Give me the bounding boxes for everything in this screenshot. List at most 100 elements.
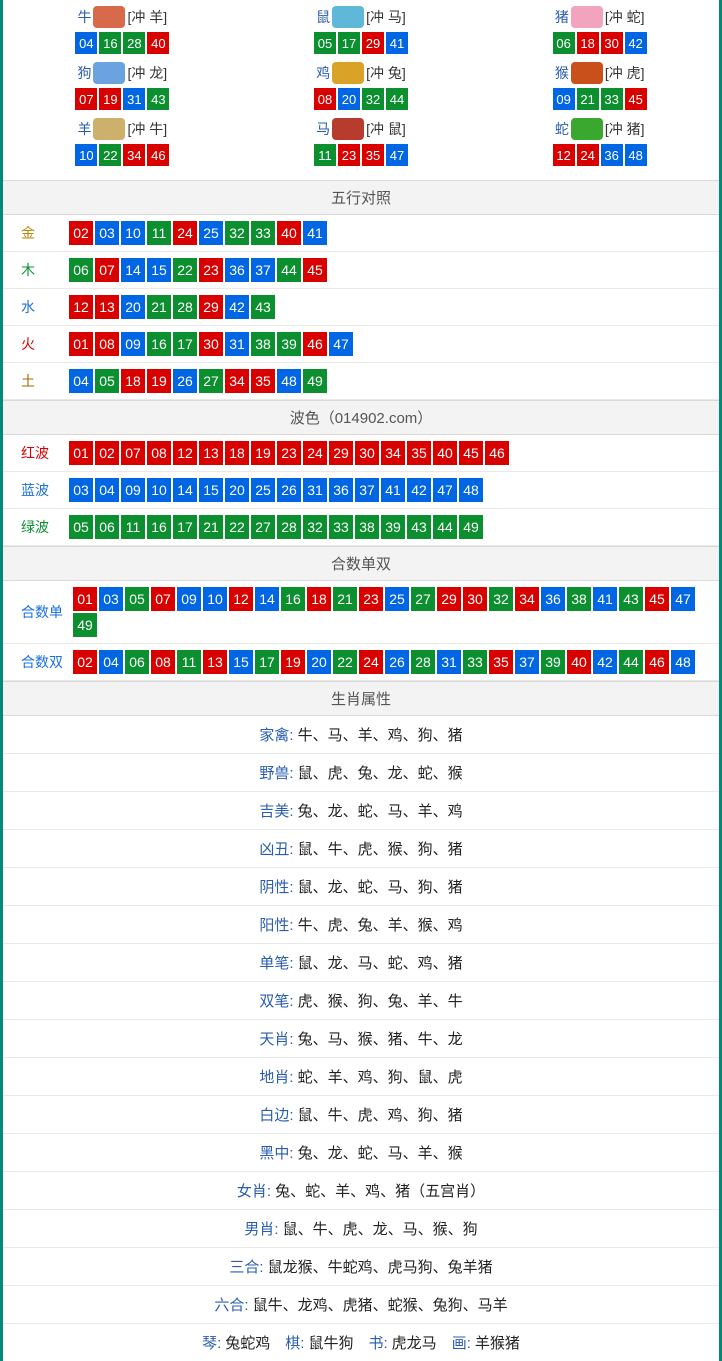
zodiac-cell: 猴[冲 虎]09213345: [480, 62, 719, 110]
number-ball: 36: [601, 144, 623, 166]
number-ball: 12: [229, 587, 253, 611]
attr-value: 兔、蛇、羊、鸡、猪（五宫肖）: [275, 1180, 485, 1201]
number-ball: 48: [671, 650, 695, 674]
number-ball: 16: [99, 32, 121, 54]
zodiac-cell: 鸡[冲 兔]08203244: [242, 62, 481, 110]
number-ball: 12: [553, 144, 575, 166]
number-ball: 19: [251, 441, 275, 465]
number-ball: 44: [386, 88, 408, 110]
kv-row: 红波0102070812131819232429303435404546: [3, 435, 719, 472]
attr-value: 鼠龙猴、牛蛇鸡、虎马狗、兔羊猪: [268, 1256, 493, 1277]
number-ball: 08: [314, 88, 336, 110]
zodiac-icon: [332, 6, 364, 28]
number-ball: 07: [121, 441, 145, 465]
number-ball: 02: [73, 650, 97, 674]
number-ball: 23: [199, 258, 223, 282]
number-ball: 25: [199, 221, 223, 245]
attr-row: 白边:鼠、牛、虎、鸡、狗、猪: [3, 1096, 719, 1134]
section-title-attr: 生肖属性: [3, 681, 719, 716]
kv-label: 合数单: [3, 602, 63, 622]
number-ball: 46: [485, 441, 509, 465]
kv-nums: 0102070812131819232429303435404546: [59, 441, 509, 465]
number-ball: 28: [123, 32, 145, 54]
kv-row: 绿波05061116172122272832333839434449: [3, 509, 719, 546]
zodiac-clash: [冲 兔]: [366, 63, 406, 83]
attr-value: 虎、猴、狗、兔、羊、牛: [298, 990, 463, 1011]
number-ball: 39: [541, 650, 565, 674]
zodiac-nums: 05172941: [314, 32, 408, 54]
attr-row: 家禽:牛、马、羊、鸡、狗、猪: [3, 716, 719, 754]
number-ball: 32: [489, 587, 513, 611]
kv-label: 金: [3, 223, 59, 243]
number-ball: 40: [277, 221, 301, 245]
number-ball: 17: [173, 332, 197, 356]
attr-row: 男肖:鼠、牛、虎、龙、马、猴、狗: [3, 1210, 719, 1248]
zodiac-icon: [332, 118, 364, 140]
attr-label: 三合:: [229, 1256, 263, 1277]
number-ball: 27: [199, 369, 223, 393]
number-ball: 20: [121, 295, 145, 319]
attr-label: 男肖:: [244, 1218, 278, 1239]
attr-row: 天肖:兔、马、猴、猪、牛、龙: [3, 1020, 719, 1058]
number-ball: 02: [69, 221, 93, 245]
attr-row: 野兽:鼠、虎、兔、龙、蛇、猴: [3, 754, 719, 792]
number-ball: 36: [541, 587, 565, 611]
number-ball: 02: [95, 441, 119, 465]
attr-label: 女肖:: [237, 1180, 271, 1201]
attr-value: 鼠、牛、虎、鸡、狗、猪: [298, 1104, 463, 1125]
attr-row: 地肖:蛇、羊、鸡、狗、鼠、虎: [3, 1058, 719, 1096]
zodiac-icon: [93, 62, 125, 84]
number-ball: 46: [645, 650, 669, 674]
number-ball: 13: [203, 650, 227, 674]
attr-value: 鼠、牛、虎、龙、马、猴、狗: [283, 1218, 478, 1239]
number-ball: 32: [225, 221, 249, 245]
number-ball: 09: [553, 88, 575, 110]
kv-nums: 1213202128294243: [59, 295, 275, 319]
number-ball: 43: [619, 587, 643, 611]
number-ball: 11: [147, 221, 171, 245]
number-ball: 30: [601, 32, 623, 54]
attr-value: 牛、马、羊、鸡、狗、猪: [298, 724, 463, 745]
zodiac-icon: [571, 62, 603, 84]
attr-row: 吉美:兔、龙、蛇、马、羊、鸡: [3, 792, 719, 830]
zodiac-name: 羊: [77, 119, 91, 139]
number-ball: 20: [338, 88, 360, 110]
attr-label: 凶丑:: [259, 838, 293, 859]
number-ball: 22: [225, 515, 249, 539]
number-ball: 11: [177, 650, 201, 674]
number-ball: 29: [329, 441, 353, 465]
number-ball: 17: [173, 515, 197, 539]
number-ball: 47: [433, 478, 457, 502]
attr-row: 女肖:兔、蛇、羊、鸡、猪（五宫肖）: [3, 1172, 719, 1210]
kv-nums: 0108091617303138394647: [59, 332, 353, 356]
number-ball: 48: [277, 369, 301, 393]
number-ball: 19: [147, 369, 171, 393]
number-ball: 37: [515, 650, 539, 674]
kv-label: 木: [3, 260, 59, 280]
zodiac-nums: 12243648: [553, 144, 647, 166]
number-ball: 31: [303, 478, 327, 502]
number-ball: 33: [329, 515, 353, 539]
kv-label: 合数双: [3, 652, 63, 672]
number-ball: 15: [199, 478, 223, 502]
zodiac-cell: 牛[冲 羊]04162840: [3, 6, 242, 54]
heshu-table: 合数单0103050709101214161821232527293032343…: [3, 581, 719, 681]
number-ball: 05: [314, 32, 336, 54]
number-ball: 36: [329, 478, 353, 502]
attr-label: 吉美:: [259, 800, 293, 821]
number-ball: 12: [69, 295, 93, 319]
footer-val: 兔蛇鸡: [225, 1332, 270, 1353]
number-ball: 22: [99, 144, 121, 166]
number-ball: 49: [459, 515, 483, 539]
attr-value: 鼠、牛、虎、猴、狗、猪: [298, 838, 463, 859]
zodiac-clash: [冲 羊]: [127, 7, 167, 27]
attr-value: 兔、龙、蛇、马、羊、鸡: [298, 800, 463, 821]
number-ball: 33: [601, 88, 623, 110]
number-ball: 16: [147, 515, 171, 539]
number-ball: 34: [123, 144, 145, 166]
number-ball: 45: [645, 587, 669, 611]
number-ball: 20: [225, 478, 249, 502]
zodiac-icon: [571, 118, 603, 140]
number-ball: 22: [333, 650, 357, 674]
attr-row: 双笔:虎、猴、狗、兔、羊、牛: [3, 982, 719, 1020]
